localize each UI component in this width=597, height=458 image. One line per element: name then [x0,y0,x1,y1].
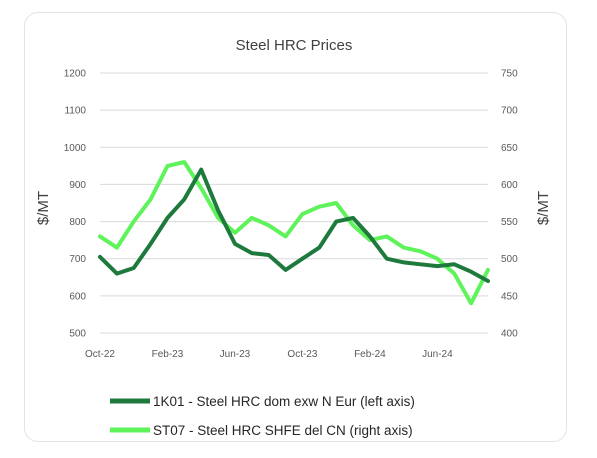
x-tick-label: Jun-24 [422,349,453,360]
right-tick-label: 750 [501,69,518,80]
right-tick-label: 450 [501,291,518,302]
left-tick-label: 700 [69,254,86,265]
series-line-1k01 [98,167,490,283]
left-tick-label: 500 [69,329,86,340]
right-tick-label: 700 [501,106,518,117]
legend-label-st07: ST07 - Steel HRC SHFE del CN (right axis… [153,423,413,438]
legend-label-1k01: 1K01 - Steel HRC dom exw N Eur (left axi… [153,394,415,409]
left-axis-ticks: 1200 1100 1000 900 800 700 600 500 [64,69,87,340]
left-tick-label: 600 [69,291,86,302]
gridlines [100,72,488,334]
x-axis-ticks: Oct-22 Feb-23 Jun-23 Oct-23 Feb-24 Jun-24 [85,349,453,360]
right-axis-label: $/MT [535,191,552,225]
right-axis-ticks: 750 700 650 600 550 500 450 400 [501,69,518,340]
left-tick-label: 900 [69,180,86,191]
chart-title: Steel HRC Prices [236,37,353,54]
left-axis-label: $/MT [35,191,52,225]
x-tick-label: Oct-22 [85,349,115,360]
x-tick-label: Jun-23 [220,349,251,360]
chart-card [24,12,567,442]
left-tick-label: 1200 [64,69,87,80]
x-tick-label: Feb-23 [152,349,184,360]
series-lines [98,160,490,306]
right-tick-label: 500 [501,254,518,265]
right-tick-label: 400 [501,329,518,340]
series-line-st07 [98,160,490,306]
x-tick-label: Feb-24 [354,349,386,360]
legend: 1K01 - Steel HRC dom exw N Eur (left axi… [110,394,415,438]
left-tick-label: 1100 [64,106,86,117]
left-tick-label: 800 [69,217,86,228]
left-tick-label: 1000 [64,143,87,154]
right-tick-label: 550 [501,217,518,228]
right-tick-label: 650 [501,143,518,154]
x-tick-label: Oct-23 [287,349,317,360]
right-tick-label: 600 [501,180,518,191]
